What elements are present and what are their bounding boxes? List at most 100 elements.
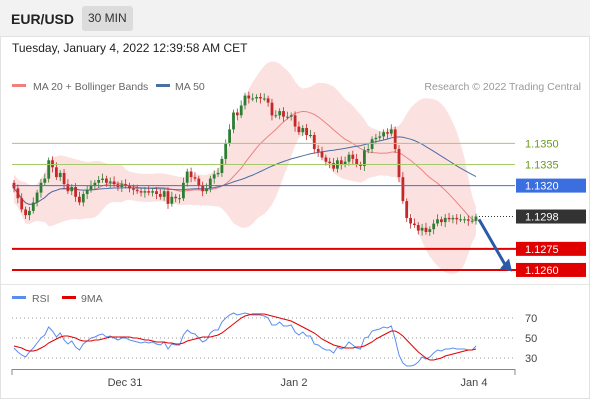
- candle-body: [143, 191, 147, 193]
- candle-body: [370, 139, 374, 149]
- candle-body: [28, 210, 31, 216]
- candle-body: [16, 188, 20, 199]
- candle-body: [89, 185, 93, 190]
- support-label: 1.1260: [525, 265, 559, 277]
- candle-body: [347, 154, 351, 162]
- candle-body: [255, 97, 258, 99]
- candle-body: [81, 194, 85, 203]
- ma50-legend-label: MA 50: [175, 81, 205, 93]
- timeframe-button[interactable]: 30 MIN: [82, 6, 133, 31]
- candle-body: [436, 219, 439, 224]
- rsi-tick-label: 50: [525, 333, 537, 345]
- candle-body: [124, 184, 128, 186]
- candle-body: [301, 128, 305, 133]
- forecast-arrowhead: [500, 258, 512, 272]
- candle-body: [55, 167, 58, 178]
- candle-body: [216, 172, 220, 175]
- candle-body: [320, 151, 324, 158]
- candle-body: [235, 112, 239, 116]
- candle-body: [20, 198, 24, 210]
- candle-body: [243, 95, 247, 106]
- candle-body: [366, 149, 370, 151]
- forecast-arrow: [477, 218, 507, 266]
- candle-body: [289, 115, 293, 117]
- candle-body: [262, 98, 266, 100]
- candle-body: [389, 129, 393, 134]
- candle-body: [24, 209, 27, 216]
- candle-body: [47, 160, 51, 179]
- timestamp: Tuesday, January 4, 2022 12:39:58 AM CET: [12, 41, 248, 55]
- candle-body: [147, 191, 151, 193]
- candle-body: [135, 189, 139, 192]
- candle-body: [85, 189, 89, 194]
- candle-body: [293, 115, 297, 127]
- candle-body: [420, 227, 424, 231]
- candle-body: [93, 182, 97, 186]
- candle-body: [443, 217, 447, 223]
- candle-body: [166, 191, 170, 204]
- candle-body: [328, 161, 332, 164]
- ma20-legend-swatch: [12, 84, 26, 87]
- candle-body: [193, 177, 197, 179]
- candle-body: [74, 187, 77, 197]
- candle-body: [132, 188, 135, 190]
- candle-body: [108, 181, 112, 183]
- candle-body: [208, 178, 212, 189]
- candle-body: [278, 111, 282, 116]
- candle-body: [382, 132, 385, 137]
- candle-body: [220, 158, 224, 173]
- candle-body: [405, 201, 409, 218]
- candle-body: [309, 135, 312, 136]
- rsi-legend-label: RSI: [32, 293, 50, 305]
- candle-body: [316, 149, 320, 152]
- bollinger-band: [14, 61, 476, 274]
- candle-body: [205, 188, 208, 192]
- x-tick-label: Dec 31: [108, 377, 143, 389]
- support-label-box: [516, 241, 586, 256]
- candle-body: [128, 185, 131, 189]
- symbol-label: EUR/USD: [11, 11, 75, 27]
- candle-body: [332, 163, 335, 169]
- candle-body: [232, 112, 235, 130]
- candle-body: [43, 178, 47, 183]
- candle-body: [162, 191, 166, 197]
- candle-body: [339, 160, 343, 165]
- candle-body: [413, 223, 416, 225]
- candle-body: [393, 129, 397, 150]
- support-label-box: [516, 262, 586, 277]
- candle-body: [139, 191, 143, 193]
- candle-body: [474, 216, 478, 221]
- support-label: 1.1275: [525, 244, 559, 256]
- candle-body: [66, 184, 70, 192]
- candle-body: [101, 178, 104, 180]
- ma20-legend-label: MA 20 + Bollinger Bands: [33, 81, 148, 93]
- candle-body: [78, 196, 81, 203]
- candle-body: [105, 178, 108, 183]
- last-price-label: 1.1298: [525, 212, 559, 224]
- rsi-legend-swatch: [12, 296, 26, 299]
- candle-body: [386, 132, 389, 134]
- candle-body: [174, 196, 178, 199]
- candle-body: [239, 105, 243, 116]
- candle-body: [259, 97, 262, 99]
- candle-body: [62, 172, 66, 185]
- candle-body: [274, 115, 278, 117]
- candle-body: [182, 182, 185, 199]
- candle-body: [312, 135, 316, 150]
- candle-body: [158, 194, 162, 197]
- watermark: Research © 2022 Trading Central: [424, 81, 581, 93]
- candle-body: [397, 149, 401, 178]
- pivot-label-box: [516, 178, 586, 193]
- candle-body: [35, 192, 39, 203]
- ma50-legend-swatch: [156, 84, 170, 87]
- rsi-ma-legend-label: 9MA: [81, 293, 103, 305]
- candle-body: [466, 219, 470, 221]
- candle-body: [185, 171, 189, 183]
- candle-body: [416, 225, 420, 231]
- candle-body: [197, 178, 201, 186]
- candle-body: [286, 116, 289, 118]
- resistance-label: 1.1335: [525, 160, 559, 172]
- candle-body: [170, 196, 174, 204]
- candle-body: [112, 181, 116, 185]
